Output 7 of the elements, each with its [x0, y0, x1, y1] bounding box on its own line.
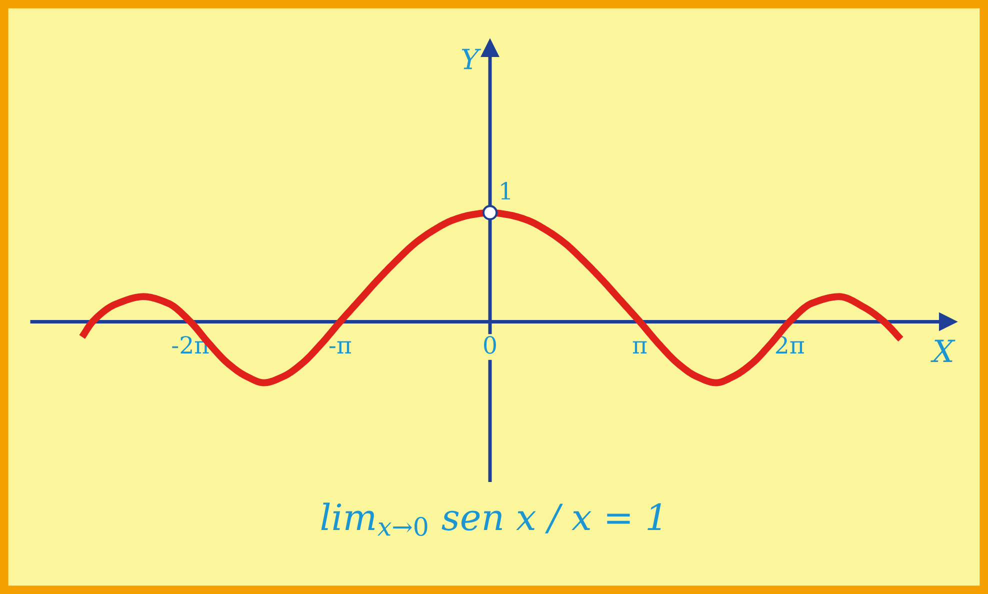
x-tick-label: 0: [484, 336, 496, 354]
x-axis-title: X: [930, 340, 956, 362]
text: lim$_{x→0}$ sen x / x = 1: [321, 502, 661, 536]
x-tick-label: -π: [329, 341, 352, 354]
annotation: 1: [501, 182, 510, 200]
ref-line-label: Y: [462, 48, 482, 70]
x-tick-label: π: [632, 341, 647, 354]
